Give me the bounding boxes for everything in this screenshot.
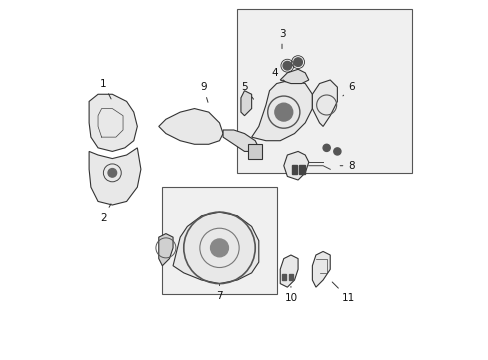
- Circle shape: [210, 239, 228, 257]
- Text: 5: 5: [241, 82, 253, 99]
- Polygon shape: [159, 234, 173, 266]
- Bar: [291, 165, 297, 174]
- Polygon shape: [280, 255, 298, 287]
- Polygon shape: [247, 144, 262, 158]
- Circle shape: [283, 62, 291, 70]
- Polygon shape: [241, 91, 251, 116]
- Polygon shape: [280, 69, 308, 84]
- Circle shape: [323, 144, 329, 152]
- Polygon shape: [312, 251, 329, 287]
- Text: 9: 9: [200, 82, 207, 102]
- Text: 6: 6: [342, 82, 354, 96]
- Polygon shape: [223, 130, 258, 152]
- Bar: [288, 274, 292, 280]
- Text: 1: 1: [100, 78, 111, 99]
- Bar: [162, 187, 276, 294]
- Text: 3: 3: [278, 28, 285, 49]
- Bar: [298, 165, 304, 174]
- Text: 10: 10: [284, 286, 297, 303]
- Polygon shape: [251, 80, 312, 141]
- Text: 2: 2: [100, 204, 111, 222]
- Text: 8: 8: [340, 161, 354, 171]
- Polygon shape: [173, 212, 258, 284]
- Bar: [281, 274, 285, 280]
- Polygon shape: [312, 80, 337, 126]
- Text: 11: 11: [331, 282, 354, 303]
- Text: 7: 7: [216, 285, 223, 301]
- Circle shape: [333, 148, 340, 155]
- Circle shape: [293, 58, 302, 66]
- Polygon shape: [283, 152, 308, 180]
- Bar: [237, 9, 411, 173]
- Circle shape: [108, 168, 116, 177]
- Polygon shape: [159, 109, 223, 144]
- Polygon shape: [89, 148, 141, 205]
- Polygon shape: [89, 94, 137, 152]
- Circle shape: [274, 103, 292, 121]
- Text: 4: 4: [271, 68, 285, 82]
